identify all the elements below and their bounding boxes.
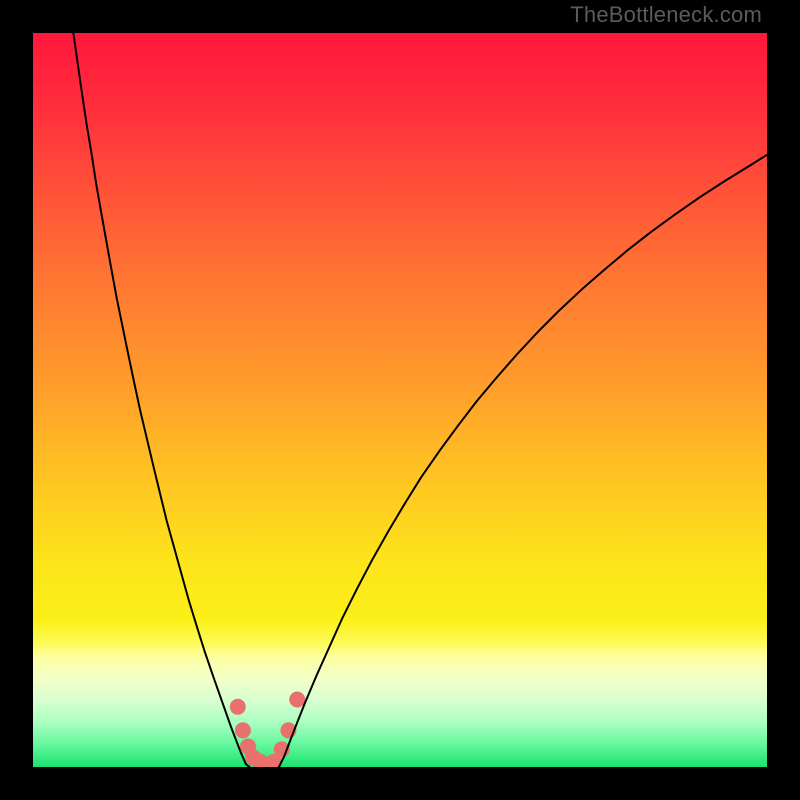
background-gradient bbox=[33, 33, 767, 767]
watermark-text: TheBottleneck.com bbox=[570, 2, 762, 28]
chart-container: TheBottleneck.com bbox=[0, 0, 800, 800]
plot-area bbox=[33, 33, 767, 767]
frame-left bbox=[0, 0, 33, 800]
frame-right bbox=[767, 0, 800, 800]
frame-bottom bbox=[0, 767, 800, 800]
